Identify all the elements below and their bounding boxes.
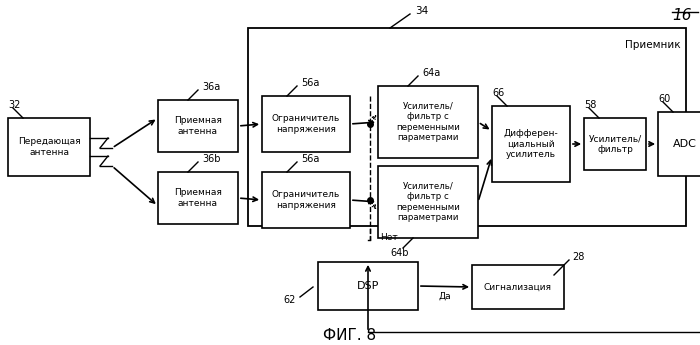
Text: 56a: 56a [301, 154, 319, 164]
Text: ADC: ADC [673, 139, 697, 149]
Text: Да: Да [439, 292, 452, 300]
Bar [584, 118, 646, 170]
Text: Приемник: Приемник [625, 40, 681, 50]
Bar [262, 172, 350, 228]
Bar [8, 118, 90, 176]
Text: 28: 28 [572, 252, 584, 262]
Text: 16: 16 [673, 8, 692, 23]
Bar [318, 262, 418, 310]
Text: 34: 34 [415, 6, 428, 16]
Text: Ограничитель
напряжения: Ограничитель напряжения [272, 190, 340, 210]
Bar [158, 172, 238, 224]
Bar [262, 96, 350, 152]
Bar [472, 265, 564, 309]
Text: DSP: DSP [357, 281, 379, 291]
Text: 64a: 64a [422, 68, 440, 78]
Text: 36a: 36a [202, 82, 220, 92]
Text: 64b: 64b [390, 248, 409, 258]
Text: 66: 66 [492, 88, 504, 98]
Text: 62: 62 [284, 295, 296, 305]
Text: 36b: 36b [202, 154, 220, 164]
Text: Усилитель/
фильтр с
переменными
параметрами: Усилитель/ фильтр с переменными параметр… [396, 102, 460, 142]
Text: Усилитель/
фильтр: Усилитель/ фильтр [589, 134, 642, 154]
Text: ФИГ. 8: ФИГ. 8 [323, 327, 377, 343]
Text: Ограничитель
напряжения: Ограничитель напряжения [272, 114, 340, 134]
Text: Нет: Нет [380, 234, 398, 243]
Text: 60: 60 [658, 94, 671, 104]
Text: Дифферен-
циальный
усилитель: Дифферен- циальный усилитель [503, 129, 559, 159]
Bar [248, 28, 686, 226]
Text: Приемная
антенна: Приемная антенна [174, 116, 222, 136]
Text: Усилитель/
фильтр с
переменными
параметрами: Усилитель/ фильтр с переменными параметр… [396, 182, 460, 222]
Text: Сигнализация: Сигнализация [484, 283, 552, 292]
Text: 32: 32 [8, 100, 20, 110]
Text: Передающая
антенна: Передающая антенна [18, 137, 80, 157]
Bar [492, 106, 570, 182]
Bar [658, 112, 700, 176]
Text: Приемная
антенна: Приемная антенна [174, 188, 222, 208]
Bar [378, 86, 478, 158]
Bar [158, 100, 238, 152]
Bar [378, 166, 478, 238]
Text: 56a: 56a [301, 78, 319, 88]
Text: 58: 58 [584, 100, 596, 110]
